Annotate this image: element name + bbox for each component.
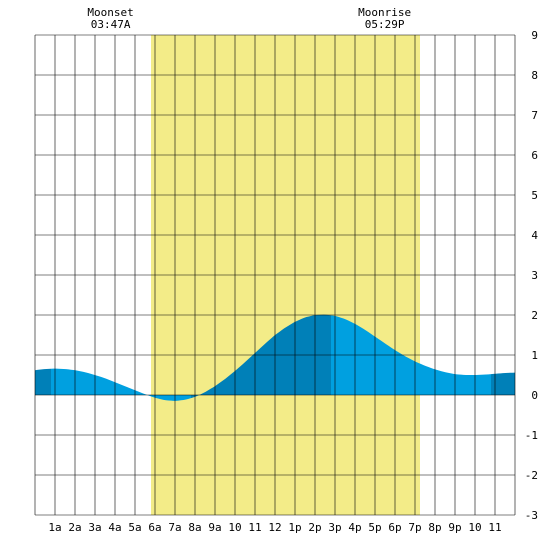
y-tick-label: 6 <box>531 149 538 162</box>
moonrise-label: Moonrise <box>358 6 411 19</box>
y-tick-label: 5 <box>531 189 538 202</box>
tide-area-segment <box>491 372 515 395</box>
x-tick-label: 12 <box>268 521 281 534</box>
y-tick-label: -3 <box>525 509 538 522</box>
x-tick-label: 4a <box>108 521 121 534</box>
x-tick-label: 2p <box>308 521 321 534</box>
moonset-annotation: Moonset 03:47A <box>87 6 133 31</box>
x-tick-label: 2a <box>68 521 81 534</box>
x-tick-label: 11 <box>248 521 261 534</box>
y-tick-label: 1 <box>531 349 538 362</box>
x-tick-label: 8a <box>188 521 201 534</box>
tide-area-segment <box>35 368 51 395</box>
moonrise-time: 05:29P <box>365 18 405 31</box>
y-tick-label: 0 <box>531 389 538 402</box>
x-tick-label: 6p <box>388 521 401 534</box>
x-tick-label: 9a <box>208 521 221 534</box>
x-tick-label: 9p <box>448 521 461 534</box>
grid-layer <box>34 34 516 516</box>
y-tick-label: 4 <box>531 229 538 242</box>
tide-area-layer <box>35 314 515 401</box>
x-tick-label: 5a <box>128 521 141 534</box>
y-tick-labels: 9 8 7 6 5 4 3 2 1 0 -1 -2 -3 <box>525 29 539 522</box>
x-tick-label: 6a <box>148 521 161 534</box>
x-tick-label: 10 <box>468 521 481 534</box>
x-tick-label: 1a <box>48 521 61 534</box>
x-tick-label: 3a <box>88 521 101 534</box>
y-tick-label: 7 <box>531 109 538 122</box>
x-tick-label: 7p <box>408 521 421 534</box>
y-tick-label: 8 <box>531 69 538 82</box>
x-tick-label: 10 <box>228 521 241 534</box>
tide-area-segment <box>191 314 331 399</box>
moonset-time: 03:47A <box>91 18 131 31</box>
tide-area-segment <box>331 315 491 395</box>
y-tick-label: 3 <box>531 269 538 282</box>
moonrise-annotation: Moonrise 05:29P <box>358 6 411 31</box>
x-tick-label: 5p <box>368 521 381 534</box>
x-tick-label: 4p <box>348 521 361 534</box>
x-tick-labels: 1a 2a 3a 4a 5a 6a 7a 8a 9a 10 11 12 1p 2p 3p 4p 5p 6p 7p 8p… <box>48 521 501 534</box>
y-tick-label: -2 <box>525 469 538 482</box>
y-tick-label: -1 <box>525 429 538 442</box>
moonset-label: Moonset <box>87 6 133 19</box>
tide-area-segment <box>51 368 191 401</box>
y-tick-label: 9 <box>531 29 538 42</box>
x-tick-label: 8p <box>428 521 441 534</box>
x-tick-label: 7a <box>168 521 181 534</box>
x-tick-label: 3p <box>328 521 341 534</box>
x-tick-label: 1p <box>288 521 301 534</box>
x-tick-label: 11 <box>488 521 501 534</box>
y-tick-label: 2 <box>531 309 538 322</box>
